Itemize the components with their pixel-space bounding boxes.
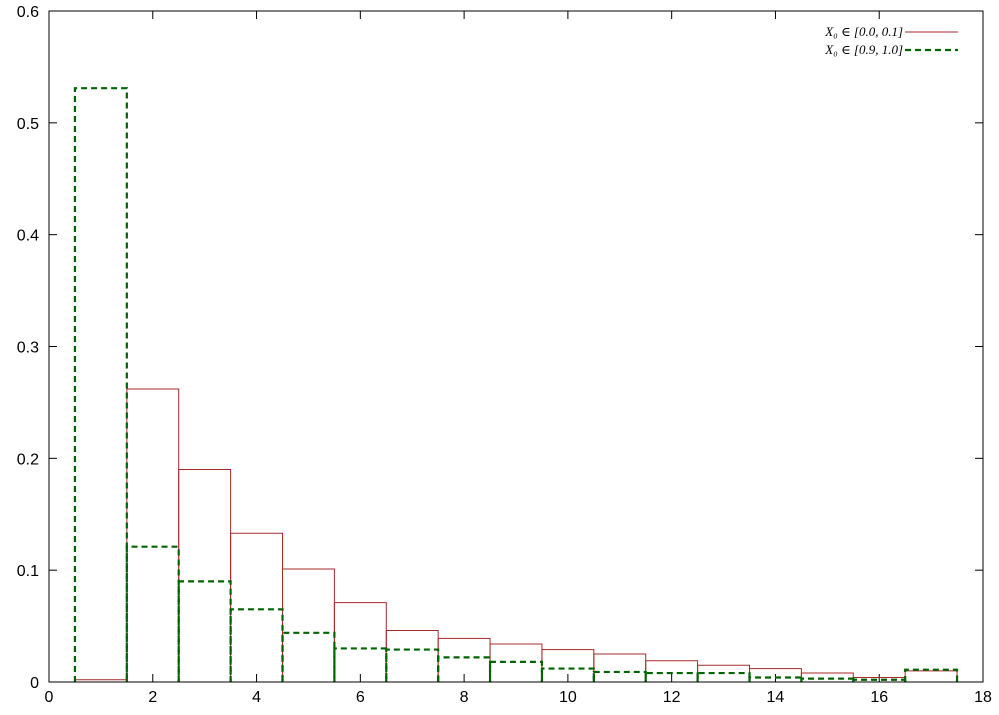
bar-series-2-bin-14: [748, 676, 803, 682]
bar-series-2-bin-2: [125, 545, 180, 682]
x-tick-label: 12: [663, 689, 681, 706]
plot-area-frame: [48, 10, 984, 683]
bar-series-1-bin-11: [593, 653, 647, 682]
bar-series-1-bin-17: [904, 670, 958, 682]
bar-series-2-bin-13: [696, 671, 751, 682]
x-tick-label: 18: [974, 689, 992, 706]
legend: X₀ ∈ [0.0, 0.1] X₀ ∈ [0.9, 1.0]: [824, 24, 958, 57]
bar-series-2-bin-1: [73, 87, 128, 682]
series-1: [74, 388, 958, 682]
x-tick-label: 0: [45, 689, 54, 706]
y-tick-label: 0.4: [17, 228, 39, 245]
axis-ticks: [48, 10, 984, 683]
bar-series-1-bin-3: [178, 469, 232, 682]
bar-series-2-bin-11: [592, 670, 647, 682]
bar-series-1-bin-7: [385, 630, 439, 682]
y-tick-label: 0.5: [17, 116, 39, 133]
legend-label-series-1: X₀ ∈ [0.0, 0.1]: [824, 24, 903, 39]
bar-series-1-bin-5: [282, 568, 335, 682]
x-tick-label: 8: [460, 689, 469, 706]
bar-series-1-bin-2: [126, 388, 180, 682]
x-tick-label: 16: [870, 689, 888, 706]
bar-series-2-bin-9: [488, 660, 544, 682]
bar-series-2-bin-5: [281, 631, 336, 682]
bar-series-1-bin-9: [489, 643, 543, 682]
bar-series-1-bin-4: [230, 532, 283, 682]
x-tick-label: 6: [356, 689, 365, 706]
x-tick-label: 2: [148, 689, 157, 706]
x-tick-label: 10: [559, 689, 577, 706]
bar-series-2-bin-3: [177, 580, 232, 682]
bar-series-2-bin-17: [904, 668, 959, 682]
bar-series-2-bin-8: [437, 656, 492, 682]
bar-series-1-bin-15: [800, 672, 854, 682]
y-tick-label: 0.2: [17, 451, 39, 468]
x-tick-label: 4: [252, 689, 261, 706]
series-2: [73, 87, 959, 682]
bar-series-2-bin-15: [800, 677, 855, 682]
tick-labels: 0 2 4 6 8 10 12 14 16 18 0 0.1 0.2 0.3 0.4 0.5 0.6: [17, 4, 992, 706]
y-tick-label: 0.6: [17, 4, 39, 21]
bar-series-2-bin-4: [229, 608, 284, 682]
bar-series-2-bin-10: [540, 667, 595, 682]
legend-label-series-2: X₀ ∈ [0.9, 1.0]: [824, 42, 903, 57]
y-tick-label: 0.3: [17, 340, 39, 357]
bar-series-1-bin-6: [333, 602, 387, 682]
bar-series-2-bin-6: [333, 647, 388, 682]
y-tick-label: 0: [30, 675, 39, 692]
x-tick-label: 14: [767, 689, 785, 706]
y-tick-label: 0.1: [17, 563, 39, 580]
series-layer: [73, 87, 959, 682]
bar-series-2-bin-7: [385, 648, 440, 682]
